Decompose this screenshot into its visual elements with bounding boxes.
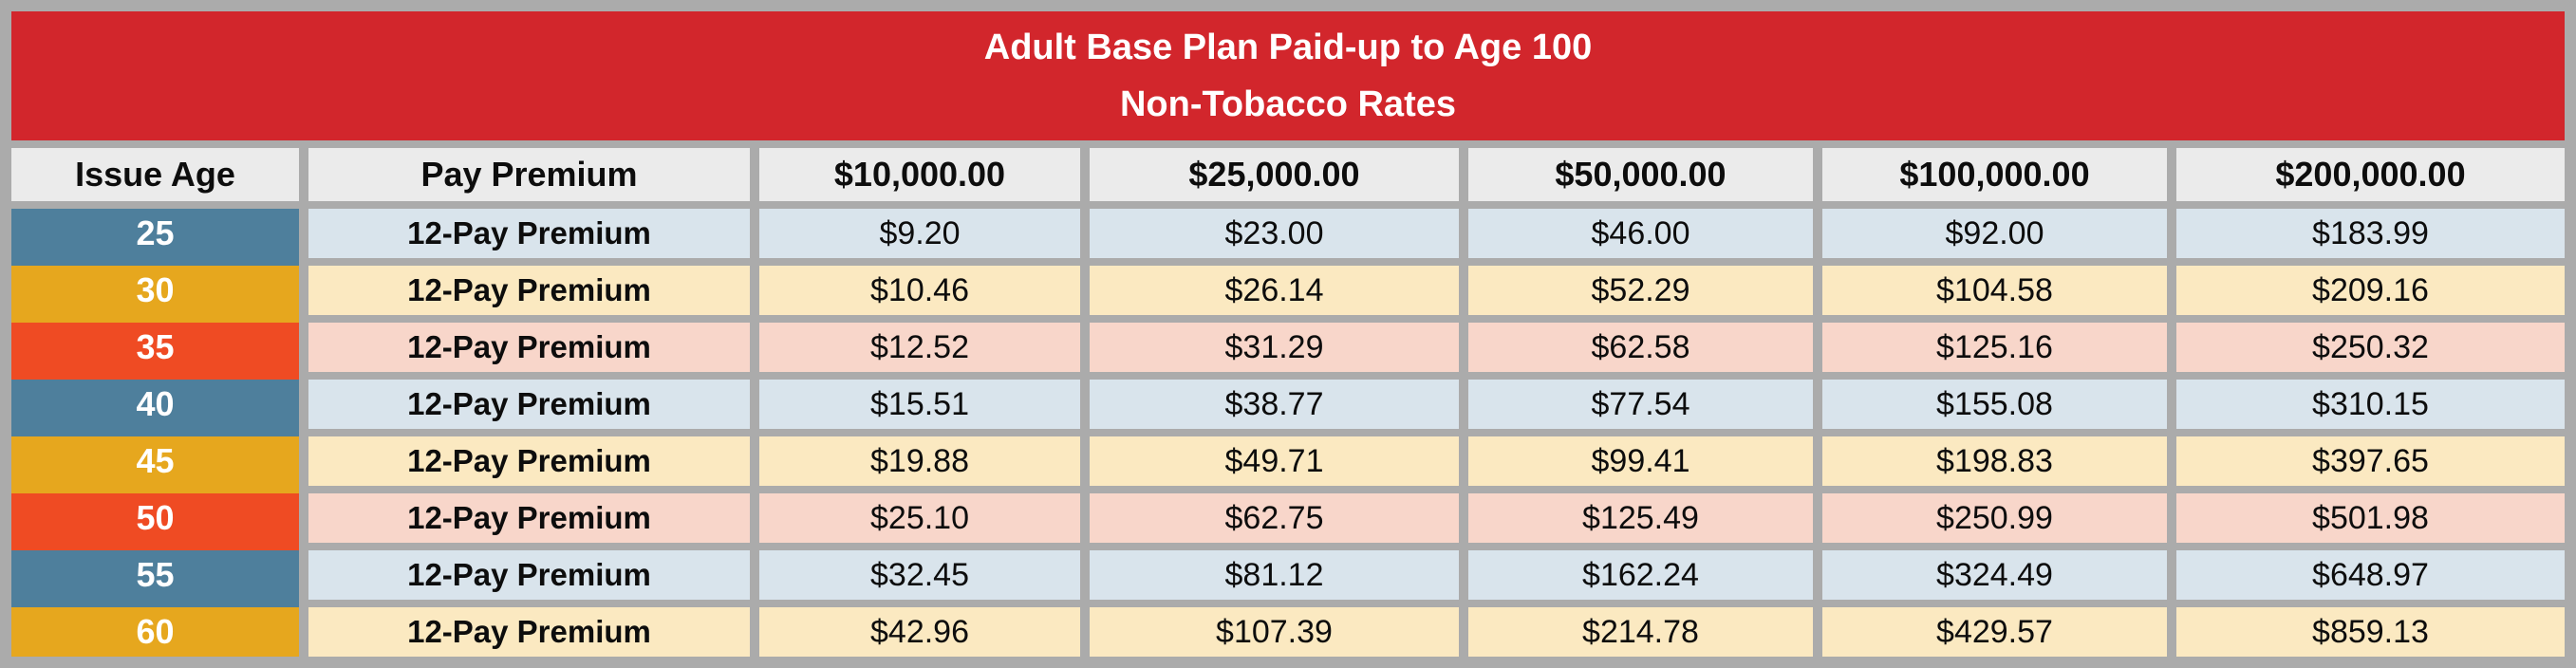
header-face-amount: $25,000.00 <box>1090 148 1459 201</box>
premium-value-cell: $62.75 <box>1090 493 1459 543</box>
pay-premium-cell: 12-Pay Premium <box>308 323 750 372</box>
premium-value-cell: $12.52 <box>759 323 1080 372</box>
issue-age-cell: 30 <box>11 266 299 315</box>
table-row: 40 12-Pay Premium $15.51 $38.77 $77.54 $155.0… <box>11 380 2565 429</box>
premium-value-cell: $52.29 <box>1468 266 1813 315</box>
premium-value-cell: $250.99 <box>1822 493 2167 543</box>
premium-value-cell: $49.71 <box>1090 436 1459 486</box>
pay-premium-cell: 12-Pay Premium <box>308 266 750 315</box>
header-face-amount: $10,000.00 <box>759 148 1080 201</box>
pay-premium-cell: 12-Pay Premium <box>308 607 750 657</box>
premium-value-cell: $107.39 <box>1090 607 1459 657</box>
premium-value-cell: $62.58 <box>1468 323 1813 372</box>
premium-value-cell: $501.98 <box>2176 493 2565 543</box>
header-face-amount: $50,000.00 <box>1468 148 1813 201</box>
table-row: 50 12-Pay Premium $25.10 $62.75 $125.49 $250.… <box>11 493 2565 543</box>
premium-value-cell: $429.57 <box>1822 607 2167 657</box>
premium-value-cell: $99.41 <box>1468 436 1813 486</box>
premium-value-cell: $859.13 <box>2176 607 2565 657</box>
premium-value-cell: $397.65 <box>2176 436 2565 486</box>
premium-value-cell: $46.00 <box>1468 209 1813 258</box>
premium-value-cell: $648.97 <box>2176 550 2565 600</box>
banner-title-line1: Adult Base Plan Paid-up to Age 100 <box>983 28 1593 67</box>
header-face-amount: $200,000.00 <box>2176 148 2565 201</box>
premium-value-cell: $125.49 <box>1468 493 1813 543</box>
header-pay-premium: Pay Premium <box>308 148 750 201</box>
premium-value-cell: $77.54 <box>1468 380 1813 429</box>
premium-value-cell: $250.32 <box>2176 323 2565 372</box>
premium-value-cell: $38.77 <box>1090 380 1459 429</box>
title-banner: Adult Base Plan Paid-up to Age 100 Non-T… <box>11 11 2565 140</box>
table-body: 25 12-Pay Premium $9.20 $23.00 $46.00 $92.00 $… <box>11 209 2565 657</box>
pay-premium-cell: 12-Pay Premium <box>308 380 750 429</box>
issue-age-cell: 35 <box>11 323 299 372</box>
premium-value-cell: $25.10 <box>759 493 1080 543</box>
premium-value-cell: $10.46 <box>759 266 1080 315</box>
premium-value-cell: $32.45 <box>759 550 1080 600</box>
header-face-amount: $100,000.00 <box>1822 148 2167 201</box>
premium-value-cell: $198.83 <box>1822 436 2167 486</box>
premium-value-cell: $26.14 <box>1090 266 1459 315</box>
issue-age-cell: 40 <box>11 380 299 429</box>
premium-value-cell: $15.51 <box>759 380 1080 429</box>
table-row: 45 12-Pay Premium $19.88 $49.71 $99.41 $198.8… <box>11 436 2565 486</box>
table-row: 55 12-Pay Premium $32.45 $81.12 $162.24 $324.… <box>11 550 2565 600</box>
premium-value-cell: $104.58 <box>1822 266 2167 315</box>
premium-value-cell: $42.96 <box>759 607 1080 657</box>
pay-premium-cell: 12-Pay Premium <box>308 550 750 600</box>
premium-value-cell: $162.24 <box>1468 550 1813 600</box>
premium-value-cell: $9.20 <box>759 209 1080 258</box>
table-row: 35 12-Pay Premium $12.52 $31.29 $62.58 $125.1… <box>11 323 2565 372</box>
table-row: 30 12-Pay Premium $10.46 $26.14 $52.29 $104.5… <box>11 266 2565 315</box>
pay-premium-cell: 12-Pay Premium <box>308 493 750 543</box>
issue-age-cell: 60 <box>11 607 299 657</box>
table-row: 60 12-Pay Premium $42.96 $107.39 $214.78 $429… <box>11 607 2565 657</box>
premium-value-cell: $155.08 <box>1822 380 2167 429</box>
premium-value-cell: $81.12 <box>1090 550 1459 600</box>
rates-table: Issue Age Pay Premium $10,000.00 $25,000.00… <box>2 140 2574 664</box>
issue-age-cell: 50 <box>11 493 299 543</box>
premium-value-cell: $125.16 <box>1822 323 2167 372</box>
premium-value-cell: $209.16 <box>2176 266 2565 315</box>
premium-value-cell: $19.88 <box>759 436 1080 486</box>
premium-value-cell: $92.00 <box>1822 209 2167 258</box>
banner-title-line2: Non-Tobacco Rates <box>1119 84 1456 124</box>
premium-value-cell: $183.99 <box>2176 209 2565 258</box>
header-row: Issue Age Pay Premium $10,000.00 $25,000.00… <box>11 148 2565 201</box>
issue-age-cell: 45 <box>11 436 299 486</box>
table-row: 25 12-Pay Premium $9.20 $23.00 $46.00 $92.00 $… <box>11 209 2565 258</box>
pay-premium-cell: 12-Pay Premium <box>308 209 750 258</box>
premium-value-cell: $310.15 <box>2176 380 2565 429</box>
premium-value-cell: $324.49 <box>1822 550 2167 600</box>
header-issue-age: Issue Age <box>11 148 299 201</box>
pay-premium-cell: 12-Pay Premium <box>308 436 750 486</box>
premium-value-cell: $31.29 <box>1090 323 1459 372</box>
issue-age-cell: 55 <box>11 550 299 600</box>
premium-value-cell: $214.78 <box>1468 607 1813 657</box>
issue-age-cell: 25 <box>11 209 299 258</box>
premium-value-cell: $23.00 <box>1090 209 1459 258</box>
